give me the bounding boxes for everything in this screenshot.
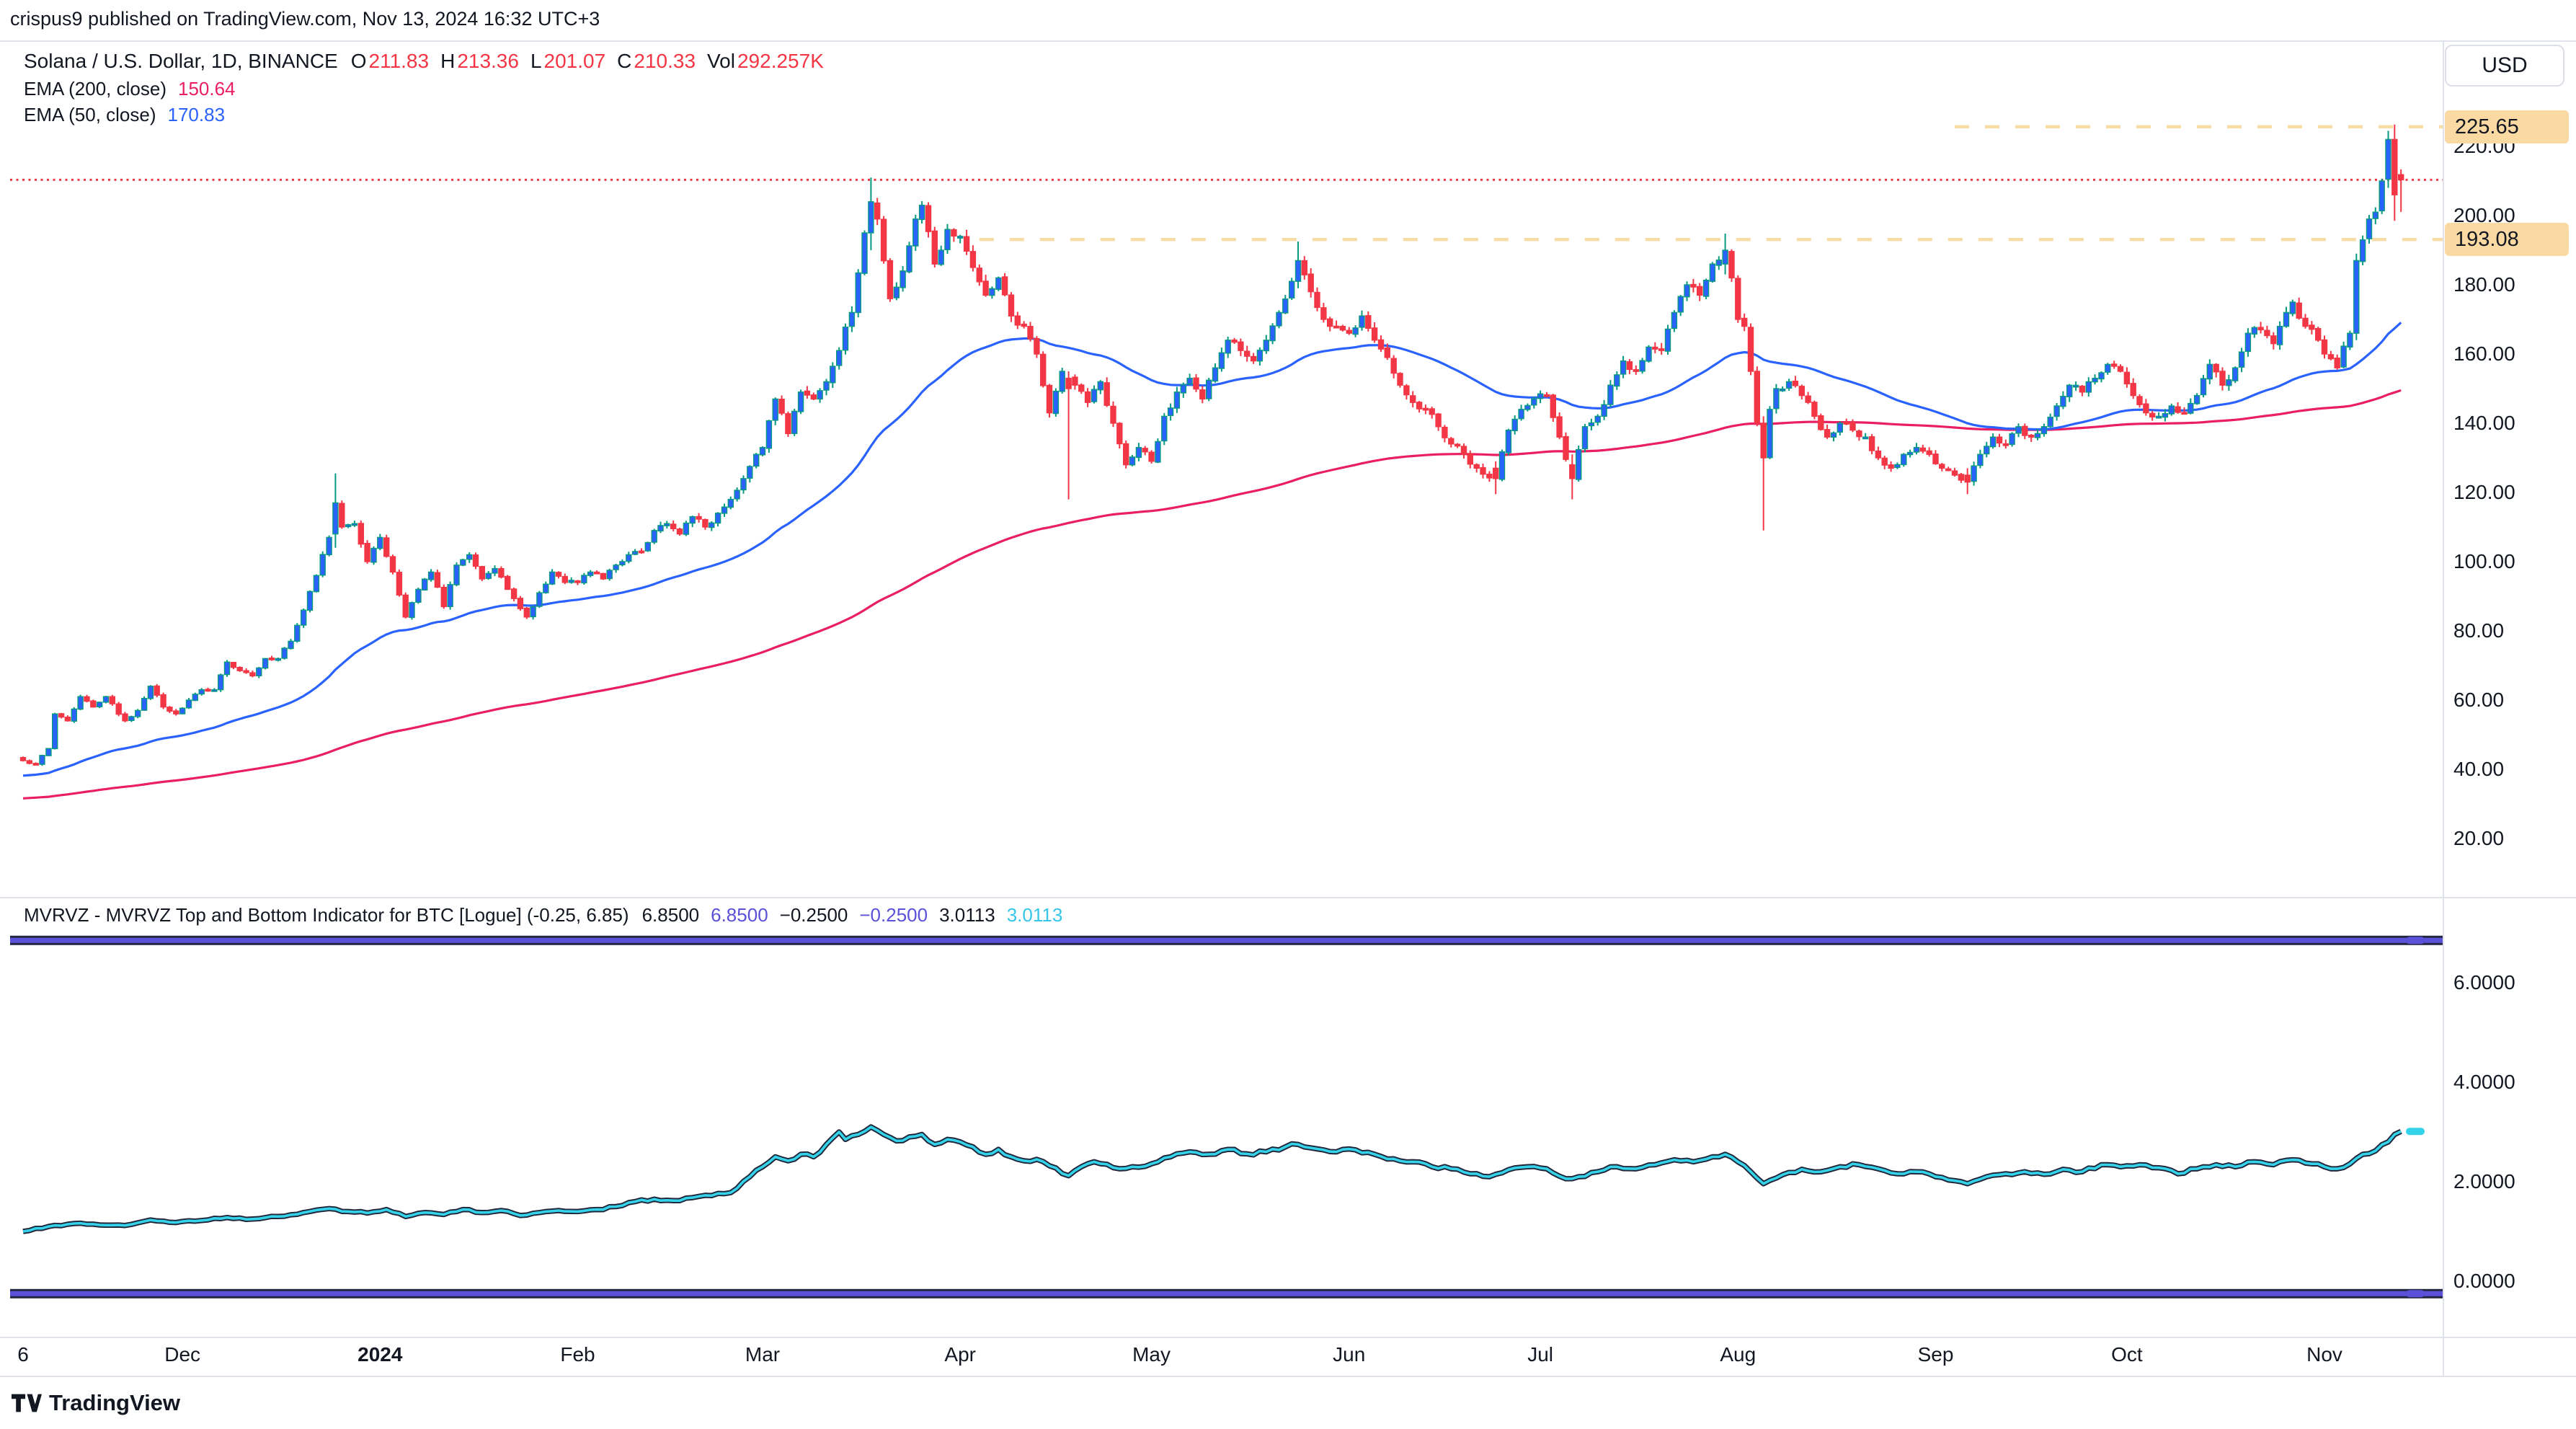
time-axis-label: Sep bbox=[1917, 1343, 1954, 1366]
indicator-legend-row: MVRVZ - MVRVZ Top and Bottom Indicator f… bbox=[24, 903, 1062, 927]
indicator-value-pill bbox=[2406, 1290, 2425, 1298]
time-axis-label: Aug bbox=[1720, 1343, 1756, 1366]
ema200-legend-row: EMA (200, close) 150.64 bbox=[24, 76, 236, 101]
axis-tick-label: 60.00 bbox=[2453, 689, 2505, 711]
ohlc-item: O 211.83 bbox=[350, 50, 430, 72]
tradingview-logo-icon bbox=[12, 1394, 42, 1412]
ema-50-line bbox=[22, 322, 2402, 777]
axis-tick-label: 200.00 bbox=[2453, 204, 2515, 226]
time-axis-label: Jul bbox=[1527, 1343, 1553, 1366]
ohlc-item: C 210.33 bbox=[617, 50, 696, 72]
time-axis-label: Dec bbox=[164, 1343, 201, 1366]
time-axis-label: 2024 bbox=[357, 1343, 403, 1366]
mvrvz-line bbox=[22, 1125, 2402, 1233]
ohlc-item: L 201.07 bbox=[530, 50, 606, 72]
ema-200-line bbox=[22, 389, 2402, 800]
time-axis-label: 6 bbox=[17, 1343, 29, 1366]
time-axis-label: Nov bbox=[2306, 1343, 2342, 1366]
axis-tick-label: 120.00 bbox=[2453, 481, 2515, 503]
time-axis-label: May bbox=[1132, 1343, 1171, 1366]
tradingview-logo[interactable]: TradingView bbox=[12, 1390, 180, 1416]
indicator-title[interactable]: MVRVZ - MVRVZ Top and Bottom Indicator f… bbox=[24, 904, 629, 926]
axis-tick-label: 100.00 bbox=[2453, 550, 2515, 572]
ohlc-item: H 213.36 bbox=[440, 50, 519, 72]
indicator-value-pill bbox=[2406, 937, 2425, 944]
ema50-legend-row: EMA (50, close) 170.83 bbox=[24, 102, 225, 127]
indicator-value: 3.0113 bbox=[1006, 904, 1063, 926]
axis-tick-label: 160.00 bbox=[2453, 342, 2515, 365]
axis-tick-label: 40.00 bbox=[2453, 758, 2505, 780]
indicator-value: −0.2500 bbox=[859, 904, 928, 926]
axis-tick-label: 2.0000 bbox=[2453, 1170, 2515, 1193]
price-pane[interactable] bbox=[10, 124, 2443, 800]
publish-line: crispus9 published on TradingView.com, N… bbox=[10, 8, 600, 30]
time-axis-label: Feb bbox=[560, 1343, 595, 1366]
axis-tick-label: 80.00 bbox=[2453, 619, 2505, 642]
axis-tick-label: 4.0000 bbox=[2453, 1071, 2515, 1093]
ema200-label: EMA (200, close) bbox=[24, 78, 166, 99]
indicator-value: −0.2500 bbox=[779, 904, 848, 926]
symbol-legend: Solana / U.S. Dollar, 1D, BINANCE O 211.8… bbox=[24, 48, 824, 75]
time-axis-label: Apr bbox=[944, 1343, 976, 1366]
indicator-value-pill bbox=[2406, 1128, 2425, 1136]
indicator-pane[interactable] bbox=[10, 935, 2443, 1299]
ema200-value: 150.64 bbox=[177, 78, 236, 99]
axis-tick-label: 20.00 bbox=[2453, 827, 2505, 849]
time-axis-label: Mar bbox=[745, 1343, 781, 1366]
ohlc-values: O 211.83 H 213.36 L 201.07 C 210.33 Vol 292.257K bbox=[351, 48, 824, 75]
price-level-badge: 193.08 bbox=[2445, 223, 2569, 257]
axis-tick-label: 0.0000 bbox=[2453, 1270, 2515, 1292]
indicator-value: 3.0113 bbox=[939, 904, 995, 926]
price-axis[interactable]: 220.00 200.00 180.00 160.00 140.00 120.00 100.… bbox=[2443, 41, 2576, 1337]
ema50-label: EMA (50, close) bbox=[24, 104, 156, 125]
axis-tick-label: 140.00 bbox=[2453, 412, 2515, 434]
ema50-value: 170.83 bbox=[167, 104, 226, 125]
axis-tick-label: 6.0000 bbox=[2453, 971, 2515, 994]
tradingview-logo-text: TradingView bbox=[49, 1390, 181, 1415]
price-level-badge: 225.65 bbox=[2445, 110, 2569, 143]
symbol-title[interactable]: Solana / U.S. Dollar, 1D, BINANCE bbox=[24, 50, 338, 72]
currency-toggle-button[interactable]: USD bbox=[2445, 45, 2564, 87]
time-axis-label: Jun bbox=[1333, 1343, 1366, 1366]
time-axis-label: Oct bbox=[2111, 1343, 2143, 1366]
indicator-values: 6.8500 6.8500 −0.2500 −0.2500 3.0113 3.0113 bbox=[642, 903, 1063, 927]
ohlc-item: Vol 292.257K bbox=[707, 50, 824, 72]
indicator-value: 6.8500 bbox=[641, 904, 700, 926]
axis-tick-label: 180.00 bbox=[2453, 273, 2515, 296]
indicator-value: 6.8500 bbox=[711, 904, 768, 926]
